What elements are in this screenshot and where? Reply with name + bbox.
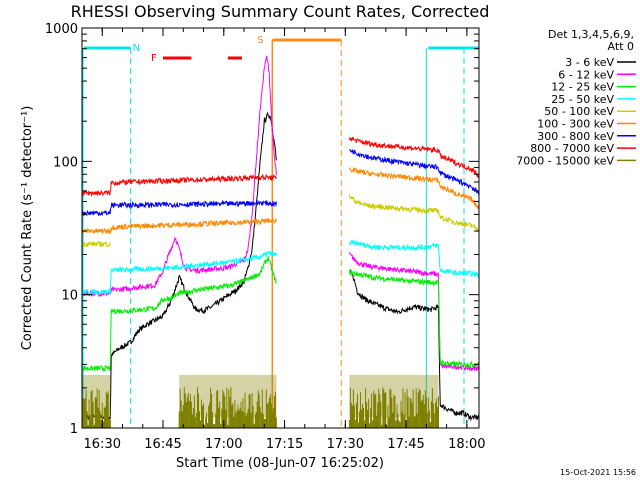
legend-label-1: 6 - 12 keV [558,68,614,81]
legend-label-2: 12 - 25 keV [551,81,614,94]
legend-label-0: 3 - 6 keV [565,56,614,69]
y-axis-title: Corrected Count Rate (s⁻¹ detector⁻¹) [20,106,35,351]
series-800-7000-keV-group [81,136,479,198]
series-line-5-0 [81,217,277,236]
series-50-100-keV-group [81,194,480,248]
series-line-0-0 [81,111,277,422]
series-25-50-keV-group [81,239,480,296]
plot-frame [81,27,480,429]
x-tick-label-5: 17:45 [387,437,424,452]
flare-label: F [151,53,157,64]
series-line-8-2-band [349,374,439,418]
series-line-3-0 [81,250,277,296]
series-line-7-0 [81,173,277,198]
series-line-2-0 [81,255,277,373]
series-line-8-2 [348,387,439,428]
legend-label-4: 50 - 100 keV [544,105,614,118]
legend-header-det: Det 1,3,4,5,6,9, [548,28,634,41]
x-tick-label-4: 17:30 [327,437,364,452]
y-tick-label-1: 10 [61,289,78,304]
series-line-3-1 [348,239,480,279]
series-3-6-keV-group [81,111,480,422]
series-line-6-1 [348,149,480,196]
series-line-6-0 [81,199,277,217]
y-tick-label-3: 1000 [45,22,78,37]
series-line-0-1 [349,268,480,422]
series-12-25-keV-group [81,255,480,373]
axes-layer: 16:30 16:45 17:00 17:15 17:30 17:45 18:00 1 10 10… [45,22,486,452]
series-100-300-keV-group [81,166,480,236]
series-line-2-1 [348,269,480,369]
legend-label-5: 100 - 300 keV [537,118,614,131]
saa-label: S [257,35,263,46]
x-tick-label-0: 16:30 [84,437,121,452]
x-tick-label-1: 16:45 [144,437,181,452]
x-tick-label-2: 17:00 [205,437,242,452]
series-line-8-1 [178,387,277,428]
legend-label-8: 7000 - 15000 keV [516,154,614,167]
x-tick-label-3: 17:15 [266,437,303,452]
legend-label-7: 800 - 7000 keV [530,142,614,155]
series-7000-15000-keV-group [81,374,439,428]
night-label: N [133,43,140,54]
series-line-4-0 [81,240,111,248]
series-line-4-1 [348,194,480,232]
legend-header-att: Att 0 [608,40,634,53]
legend-label-6: 300 - 800 keV [537,130,614,143]
chart-title: RHESSI Observing Summary Count Rates, Co… [71,2,490,21]
series-line-8-0-band [82,374,111,418]
y-tick-label-2: 100 [53,155,78,170]
series-line-7-1 [348,136,479,178]
series-300-800-keV-group [81,149,480,217]
y-tick-label-0: 1 [70,422,78,437]
x-axis-title: Start Time (08-Jun-07 16:25:02) [176,456,384,471]
x-tick-label-6: 18:00 [448,437,485,452]
series-line-5-1 [348,166,480,210]
legend-label-3: 25 - 50 keV [551,93,614,106]
footer-timestamp: 15-Oct-2021 15:56 [560,468,636,477]
series-line-8-1-band [179,374,277,418]
series-layer [81,55,480,428]
series-line-1-1 [348,251,480,372]
